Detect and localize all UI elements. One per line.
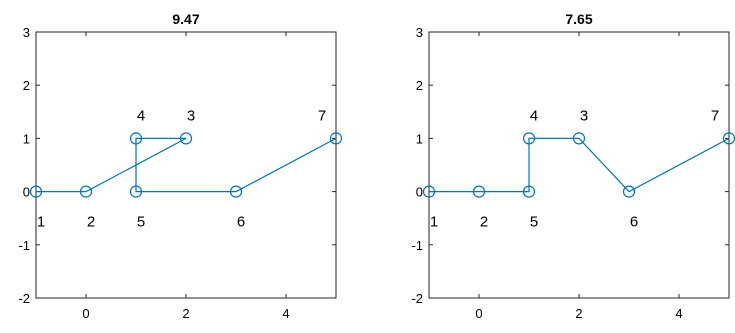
- chart-1-point-label-3: 3: [580, 107, 588, 124]
- chart-1-ytick-label: 0: [416, 185, 423, 200]
- chart-1-point-label-1: 1: [430, 214, 438, 231]
- chart-0-axes-box: [35, 31, 337, 299]
- chart-1-point-label-7: 7: [711, 107, 719, 124]
- chart-0-point-marker-5: [129, 185, 143, 198]
- chart-0-ytick-label: 1: [23, 131, 30, 146]
- chart-0-point-label-3: 3: [187, 107, 195, 124]
- chart-1-ytick-label: 1: [416, 131, 423, 146]
- chart-0-ytick-label: 2: [23, 78, 30, 93]
- chart-0-point-marker-1: [29, 185, 43, 198]
- chart-1-ytick-label: -1: [411, 238, 423, 253]
- chart-1-point-marker-5: [522, 185, 536, 198]
- chart-0-point-label-1: 1: [37, 214, 45, 231]
- chart-0-point-label-5: 5: [137, 214, 145, 231]
- chart-1-axes-box: [428, 31, 730, 299]
- chart-1-point-label-5: 5: [530, 214, 538, 231]
- chart-1-ytick-label: -2: [411, 291, 423, 306]
- chart-1-point-marker-2: [472, 185, 486, 198]
- chart-0-point-marker-7: [329, 132, 343, 145]
- chart-1-point-marker-1: [422, 185, 436, 198]
- chart-1-point-label-6: 6: [630, 214, 638, 231]
- chart-0-xtick-label: 2: [182, 306, 189, 321]
- chart-0-point-label-6: 6: [237, 214, 245, 231]
- chart-0-title: 9.47: [172, 11, 199, 27]
- chart-0-point-label-7: 7: [318, 107, 326, 124]
- chart-0-point-marker-6: [229, 185, 243, 198]
- chart-1-point-marker-6: [622, 185, 636, 198]
- chart-1-xtick-label: 0: [475, 306, 482, 321]
- chart-0-point-label-4: 4: [137, 107, 145, 124]
- chart-1-title: 7.65: [565, 11, 592, 27]
- chart-1-xtick-label: 4: [675, 306, 682, 321]
- chart-0-point-label-2: 2: [87, 214, 95, 231]
- chart-1-point-label-2: 2: [480, 214, 488, 231]
- chart-0-ytick-label: 3: [23, 25, 30, 40]
- chart-0-point-marker-2: [79, 185, 93, 198]
- chart-1-point-marker-4: [522, 132, 536, 145]
- chart-1-xtick-label: 2: [575, 306, 582, 321]
- chart-0-point-marker-4: [129, 132, 143, 145]
- chart-0-xtick-label: 4: [282, 306, 289, 321]
- chart-0-ytick-label: 0: [23, 185, 30, 200]
- chart-0-xtick-label: 0: [82, 306, 89, 321]
- chart-1-point-marker-3: [572, 132, 586, 145]
- chart-0-ytick-label: -2: [18, 291, 30, 306]
- chart-0-point-marker-3: [179, 132, 193, 145]
- chart-1-ytick-label: 2: [416, 78, 423, 93]
- chart-1-point-label-4: 4: [530, 107, 538, 124]
- chart-1-path-line: [429, 137, 730, 193]
- chart-0-ytick-label: -1: [18, 238, 30, 253]
- chart-0-path-line: [36, 137, 337, 193]
- chart-1-ytick-label: 3: [416, 25, 423, 40]
